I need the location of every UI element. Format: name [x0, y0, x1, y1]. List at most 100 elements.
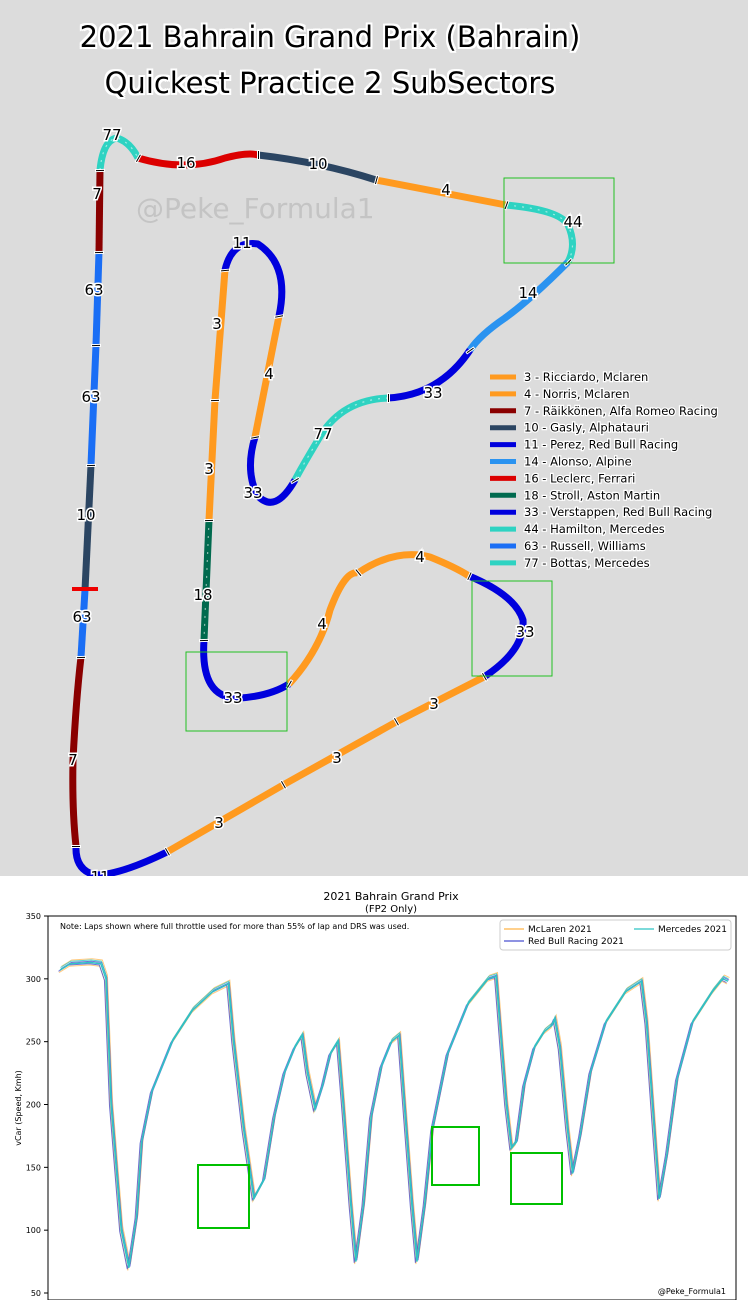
segment-label: 14	[518, 284, 537, 302]
track-segment-63	[87, 344, 100, 466]
speed-highlight-box	[510, 1152, 563, 1205]
legend-label: 18 - Stroll, Aston Martin	[524, 488, 660, 502]
track-segment-33	[387, 348, 473, 402]
track-segment-10	[81, 464, 95, 591]
legend-label: 7 - Räikkönen, Alfa Romeo Racing	[524, 404, 718, 418]
chart-note: Note: Laps shown where full throttle use…	[60, 922, 409, 931]
sector-tick	[94, 168, 106, 173]
track-segment-3	[165, 781, 285, 856]
highlight-box	[185, 651, 288, 732]
speed-watermark: @Peke_Formula1	[658, 1287, 726, 1296]
legend-label: 16 - Leclerc, Ferrari	[524, 471, 635, 485]
sector-tick	[465, 571, 473, 582]
segment-label: 33	[515, 623, 534, 641]
track-segment-33	[467, 572, 527, 680]
y-axis-label: vCar (Speed, Kmh)	[14, 1070, 23, 1146]
track-segment-hatch	[294, 397, 389, 481]
segment-label: 63	[84, 281, 103, 299]
segment-label: 3	[214, 814, 224, 832]
y-tick-label: 50	[31, 1289, 41, 1298]
legend-label: 10 - Gasly, Alphatauri	[524, 421, 649, 435]
sector-tick	[354, 567, 363, 578]
segment-label: 3	[212, 315, 222, 333]
track-segment-7	[69, 656, 85, 847]
track-map-subtitle: Quickest Practice 2 SubSectors	[104, 66, 556, 100]
track-map-panel: 2021 Bahrain Grand Prix (Bahrain) Quicke…	[0, 0, 748, 876]
speed-legend-label: McLaren 2021	[528, 925, 592, 935]
speed-legend-label: Mercedes 2021	[658, 925, 727, 935]
track-segment-7	[95, 169, 104, 253]
sector-tick	[249, 435, 261, 440]
sector-tick	[93, 250, 105, 255]
segment-label: 18	[193, 586, 212, 604]
segment-label: 33	[223, 689, 242, 707]
legend-label: 3 - Ricciardo, Mclaren	[524, 370, 648, 384]
track-segment-63	[92, 251, 103, 346]
segment-label: 44	[563, 213, 582, 231]
y-tick-label: 150	[26, 1163, 41, 1172]
sector-tick	[285, 679, 294, 690]
y-tick-label: 200	[26, 1101, 41, 1110]
segment-label: 77	[313, 425, 332, 443]
track-segment-10	[257, 151, 378, 184]
track-segment-33	[200, 639, 291, 702]
speed-chart-subtitle: (FP2 Only)	[365, 904, 417, 915]
track-segment-3	[211, 269, 229, 401]
sector-tick	[90, 343, 102, 348]
sector-tick	[75, 655, 87, 660]
segment-label: 10	[308, 155, 327, 173]
segment-label: 10	[76, 506, 95, 524]
track-segment-11	[72, 845, 169, 876]
speed-legend-label: Red Bull Racing 2021	[528, 937, 624, 947]
segment-label: 11	[232, 234, 251, 252]
sector-tick	[279, 779, 288, 790]
sector-tick	[387, 393, 390, 403]
segment-label: 77	[102, 126, 121, 144]
highlight-box	[471, 580, 553, 677]
sector-tick	[373, 174, 380, 186]
speed-highlight-box	[431, 1126, 480, 1186]
track-segment-4	[356, 551, 471, 579]
track-segment-44	[505, 201, 576, 264]
segment-label: 63	[72, 608, 91, 626]
highlight-box	[503, 177, 615, 264]
speed-chart-title: 2021 Bahrain Grand Prix	[323, 890, 459, 903]
y-tick-label: 350	[26, 912, 41, 921]
sector-tick	[134, 153, 143, 164]
sector-tick	[503, 199, 510, 211]
segment-label: 7	[92, 185, 102, 203]
segment-label: 3	[332, 749, 342, 767]
track-segment-4	[251, 315, 283, 438]
track-map-svg: 7716104441433773341133183344333331176310…	[67, 125, 719, 876]
speed-legend-box	[499, 919, 732, 951]
segment-label: 63	[81, 388, 100, 406]
legend-label: 44 - Hamilton, Mercedes	[524, 522, 665, 536]
start-finish-line	[72, 587, 98, 591]
sector-tick	[563, 257, 573, 267]
track-segment-3	[394, 673, 486, 726]
legend-label: 11 - Perez, Red Bull Racing	[524, 438, 678, 452]
sector-tick	[273, 314, 285, 319]
segment-label: 4	[264, 365, 274, 383]
sector-tick	[290, 476, 301, 485]
legend-label: 4 - Norris, Mclaren	[524, 387, 630, 401]
y-tick-label: 100	[26, 1226, 41, 1235]
segment-label: 4	[415, 548, 425, 566]
track-segment-4	[286, 569, 359, 687]
speed-trace-mercedes-2021	[60, 959, 729, 1266]
track-segment-33	[247, 435, 299, 506]
segment-label: 33	[243, 484, 262, 502]
sector-tick	[257, 150, 260, 160]
track-segment-4	[375, 176, 507, 209]
track-segment-16	[137, 150, 260, 169]
legend-label: 63 - Russell, Williams	[524, 539, 646, 553]
watermark: @Peke_Formula1	[136, 192, 375, 225]
segment-label: 33	[423, 384, 442, 402]
track-segment-18	[200, 519, 213, 641]
speed-chart-svg: 2021 Bahrain Grand Prix (FP2 Only) Note:…	[14, 890, 737, 1300]
speed-highlight-box	[197, 1164, 250, 1229]
sector-tick	[209, 398, 221, 403]
track-segment-3	[281, 718, 398, 789]
segment-label: 16	[176, 154, 195, 172]
track-segment-11	[221, 240, 286, 317]
